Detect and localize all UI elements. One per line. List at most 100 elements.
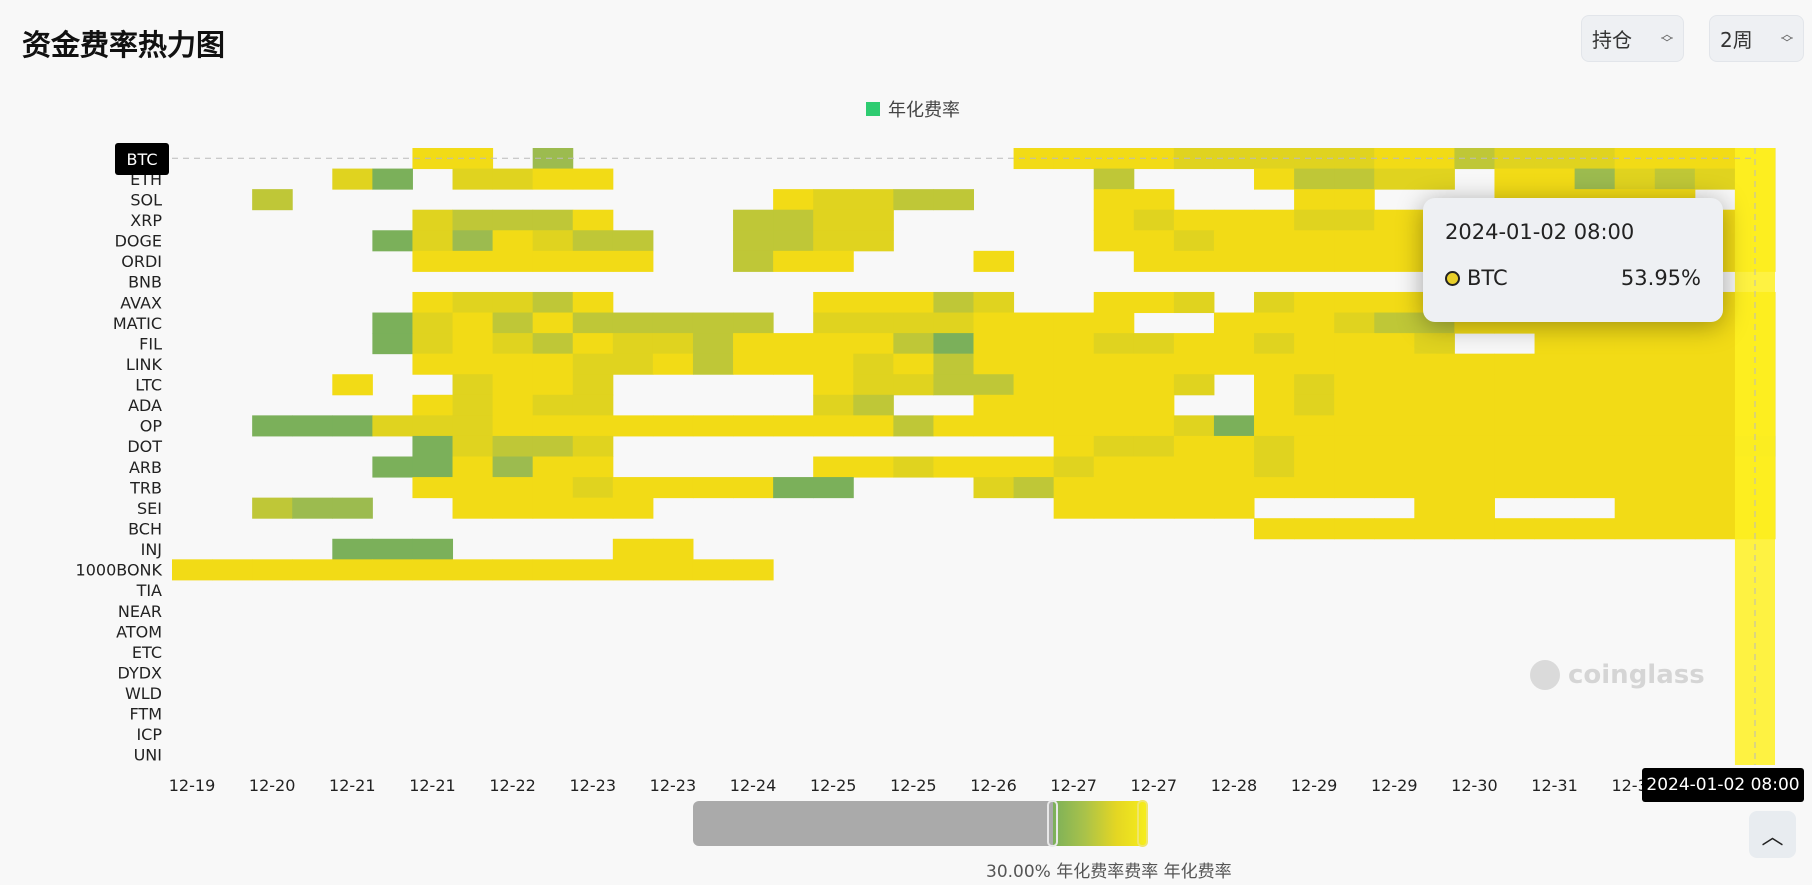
heatmap-cell[interactable] [1093,456,1135,478]
heatmap-cell[interactable] [532,456,574,478]
heatmap-cell[interactable] [1654,518,1696,540]
heatmap-cell[interactable] [1294,374,1335,396]
heatmap-cell[interactable] [1694,353,1736,375]
hold-select[interactable]: 持仓 ︿ ﹀ [1581,15,1684,62]
heatmap-cell[interactable] [492,353,534,375]
heatmap-cell[interactable] [1334,435,1375,457]
heatmap-cell[interactable] [733,333,774,355]
heatmap-cell[interactable] [1093,394,1135,416]
heatmap-cell[interactable] [1414,497,1455,519]
heatmap-cell[interactable] [612,333,654,355]
heatmap-cell[interactable] [1694,415,1736,437]
heatmap-cell[interactable] [1013,415,1055,437]
heatmap-cell[interactable] [1334,518,1375,540]
heatmap-cell[interactable] [893,353,934,375]
heatmap-cell[interactable] [692,559,734,581]
heatmap-cell[interactable] [572,312,614,334]
heatmap-cell[interactable] [1574,333,1616,355]
heatmap-cell[interactable] [1254,477,1295,499]
heatmap-cell[interactable] [813,394,854,416]
heatmap-cell[interactable] [1534,415,1576,437]
heatmap-cell[interactable] [1534,435,1576,457]
heatmap-cell[interactable] [652,538,694,560]
heatmap-cell[interactable] [1053,333,1095,355]
heatmap-cell[interactable] [1334,230,1375,252]
heatmap-cell[interactable] [1093,374,1135,396]
heatmap-cell[interactable] [1454,456,1495,478]
heatmap-cell[interactable] [1093,209,1135,231]
heatmap-cell[interactable] [372,230,413,252]
heatmap-cell[interactable] [853,312,894,334]
heatmap-cell[interactable] [1133,374,1175,396]
heatmap-cell[interactable] [1254,312,1295,334]
heatmap-cell[interactable] [1013,333,1055,355]
heatmap-cell[interactable] [1093,477,1135,499]
heatmap-cell[interactable] [973,291,1015,314]
heatmap-cell[interactable] [532,333,574,355]
heatmap-cell[interactable] [1374,230,1415,252]
heatmap-cell[interactable] [1334,394,1375,416]
heatmap-cell[interactable] [452,374,494,396]
heatmap-cell[interactable] [1013,394,1055,416]
heatmap-cell[interactable] [813,291,854,314]
heatmap-cell[interactable] [452,477,494,499]
heatmap-cell[interactable] [1414,518,1455,540]
heatmap-cell[interactable] [1374,333,1415,355]
heatmap-cell[interactable] [1654,374,1696,396]
heatmap-cell[interactable] [492,497,534,519]
heatmap-cell[interactable] [612,230,654,252]
heatmap-cell[interactable] [212,559,253,581]
heatmap-cell[interactable] [773,189,814,211]
heatmap-cell[interactable] [1334,333,1375,355]
heatmap-cell[interactable] [692,333,734,355]
heatmap-cell[interactable] [1133,477,1175,499]
heatmap-cell[interactable] [532,230,574,252]
heatmap-cell[interactable] [1374,353,1415,375]
heatmap-cell[interactable] [532,148,574,170]
heatmap-cell[interactable] [1494,353,1536,375]
heatmap-cell[interactable] [773,250,814,272]
heatmap-cell[interactable] [773,477,814,499]
heatmap-cell[interactable] [492,394,534,416]
heatmap-cell[interactable] [893,456,934,478]
heatmap-cell[interactable] [532,168,574,190]
heatmap-cell[interactable] [572,333,614,355]
heatmap-cell[interactable] [893,312,934,334]
heatmap-cell[interactable] [412,559,454,581]
heatmap-cell[interactable] [1173,353,1215,375]
heatmap-cell[interactable] [1213,312,1255,334]
heatmap-cell[interactable] [813,353,854,375]
heatmap-cell[interactable] [492,477,534,499]
heatmap-cell[interactable] [1614,477,1656,499]
heatmap-cell[interactable] [1053,148,1095,170]
heatmap-cell[interactable] [853,189,894,211]
heatmap-cell[interactable] [292,497,333,519]
heatmap-cell[interactable] [1053,353,1095,375]
heatmap-cell[interactable] [1294,209,1335,231]
heatmap-cell[interactable] [1334,353,1375,375]
heatmap-cell[interactable] [1093,435,1135,457]
heatmap-cell[interactable] [1534,148,1576,170]
heatmap-cell[interactable] [933,374,974,396]
heatmap-cell[interactable] [733,559,774,581]
heatmap-cell[interactable] [893,374,934,396]
heatmap-cell[interactable] [813,230,854,252]
heatmap-cell[interactable] [733,312,774,334]
heatmap-cell[interactable] [1534,353,1576,375]
heatmap-cell[interactable] [1334,374,1375,396]
heatmap-cell[interactable] [1294,518,1335,540]
heatmap-cell[interactable] [452,435,494,457]
heatmap-cell[interactable] [452,209,494,231]
heatmap-cell[interactable] [973,394,1015,416]
heatmap-cell[interactable] [1414,333,1455,355]
heatmap-cell[interactable] [813,250,854,272]
heatmap-cell[interactable] [1534,374,1576,396]
heatmap-cell[interactable] [1053,415,1095,437]
heatmap-cell[interactable] [1294,477,1335,499]
heatmap-cell[interactable] [1093,230,1135,252]
heatmap-cell[interactable] [492,209,534,231]
heatmap-cell[interactable] [412,456,454,478]
heatmap-cell[interactable] [532,374,574,396]
heatmap-cell[interactable] [1254,168,1295,190]
heatmap-cell[interactable] [1494,168,1536,190]
